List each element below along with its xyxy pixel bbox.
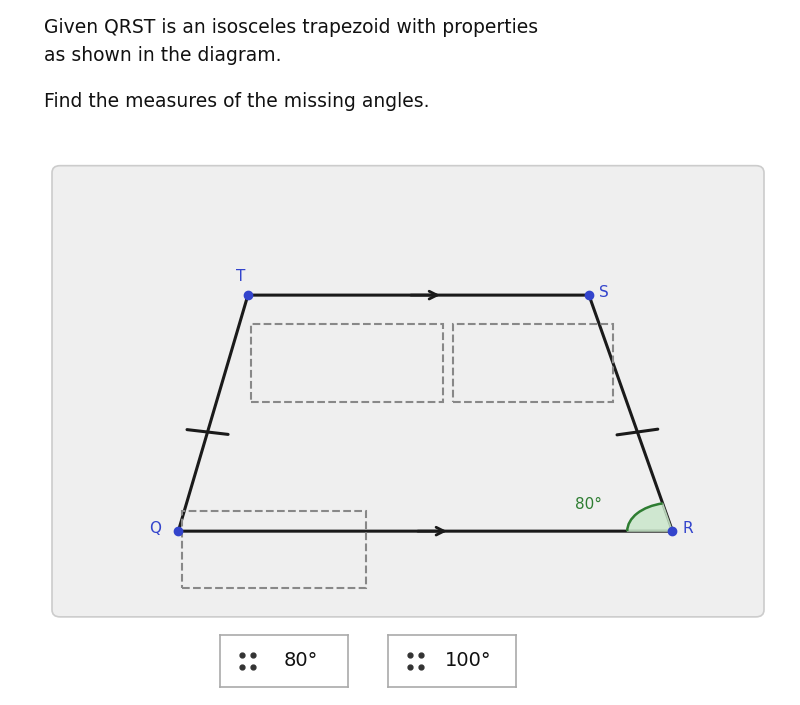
- Text: T: T: [236, 269, 246, 284]
- Text: Q: Q: [149, 522, 161, 537]
- Text: 100°: 100°: [446, 651, 492, 670]
- Bar: [251, 324, 443, 402]
- Text: as shown in the diagram.: as shown in the diagram.: [44, 46, 282, 65]
- Text: Find the measures of the missing angles.: Find the measures of the missing angles.: [44, 92, 430, 111]
- Bar: [454, 324, 614, 402]
- Text: 80°: 80°: [283, 651, 318, 670]
- Text: S: S: [599, 286, 609, 300]
- Text: 80°: 80°: [575, 498, 602, 513]
- Bar: [182, 512, 366, 588]
- Text: R: R: [683, 522, 694, 537]
- Text: Given QRST is an isosceles trapezoid with properties: Given QRST is an isosceles trapezoid wit…: [44, 18, 538, 37]
- Polygon shape: [627, 503, 673, 531]
